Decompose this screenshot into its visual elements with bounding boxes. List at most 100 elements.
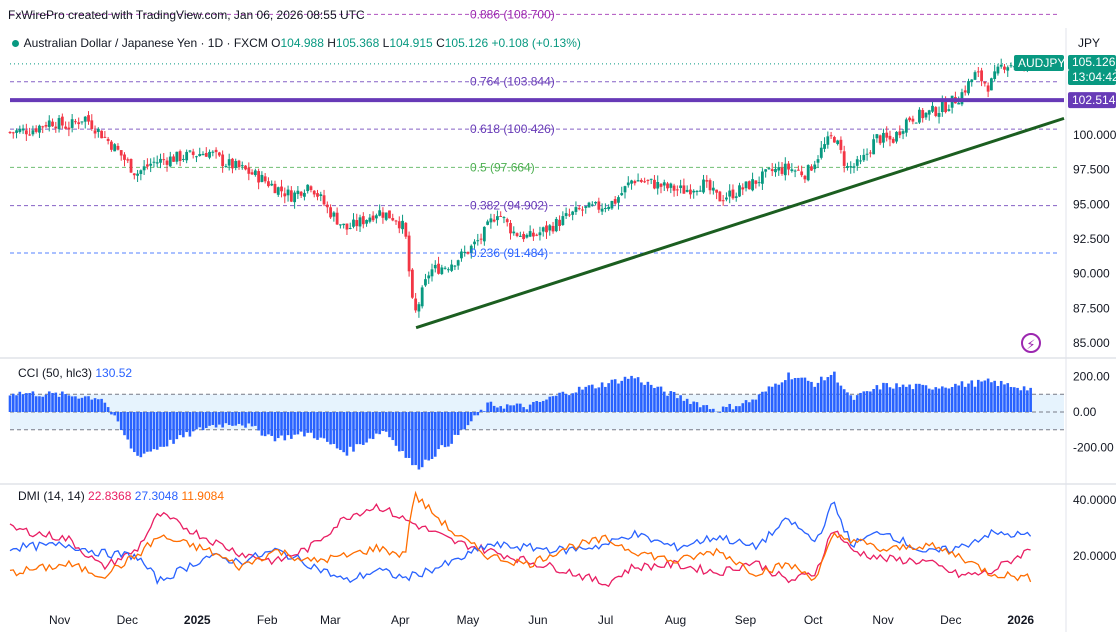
cci-bar bbox=[515, 403, 519, 412]
candle-body bbox=[594, 201, 597, 204]
cci-bar bbox=[882, 382, 885, 412]
candle-body bbox=[846, 166, 849, 168]
cci-bar bbox=[1006, 383, 1010, 412]
cci-bar bbox=[234, 412, 238, 426]
candle-body bbox=[1003, 66, 1006, 70]
cci-bar bbox=[584, 386, 588, 412]
candle-body bbox=[600, 208, 604, 212]
cci-bar bbox=[561, 391, 565, 412]
cci-bar bbox=[587, 385, 591, 412]
currency-label[interactable]: JPY bbox=[1078, 36, 1101, 50]
candle-body bbox=[695, 191, 699, 193]
cci-bar bbox=[551, 396, 555, 412]
candle-body bbox=[666, 183, 669, 189]
price-axis[interactable]: 100.000 97.500 95.000 92.500 90.000 87.500 85.… bbox=[1073, 128, 1116, 350]
candle-body bbox=[836, 140, 840, 145]
candle-body bbox=[489, 218, 493, 223]
candle-body bbox=[492, 219, 496, 222]
candle-body bbox=[816, 159, 820, 163]
candle-body bbox=[188, 150, 192, 152]
cci-bar bbox=[97, 399, 100, 412]
candle-body bbox=[757, 182, 761, 184]
candle-body bbox=[924, 112, 928, 118]
lightning-icon[interactable]: ⚡ bbox=[1021, 333, 1041, 353]
candle-body bbox=[217, 152, 221, 156]
cci-bar bbox=[496, 407, 499, 412]
cci-bar bbox=[751, 399, 754, 412]
cci-bar bbox=[970, 380, 974, 412]
candle-body bbox=[388, 210, 391, 219]
cci-bar bbox=[640, 382, 643, 412]
cci-bar bbox=[617, 383, 620, 412]
candle-body bbox=[918, 109, 921, 123]
cci-bar bbox=[626, 378, 630, 412]
cci-bar bbox=[188, 412, 192, 437]
cci-bar bbox=[918, 383, 921, 412]
candle-body bbox=[21, 128, 25, 131]
cci-bar bbox=[983, 380, 987, 412]
cci-bar bbox=[977, 379, 980, 412]
candle-body bbox=[865, 153, 869, 155]
cci-bar bbox=[365, 412, 368, 443]
time-tick: 2025 bbox=[184, 613, 211, 627]
cci-bar bbox=[440, 412, 444, 446]
cci-legend[interactable]: CCI (50, hlc3) 130.52 bbox=[18, 366, 132, 380]
candle-body bbox=[162, 159, 166, 161]
cci-bar bbox=[283, 412, 287, 441]
candle-body bbox=[270, 183, 274, 186]
cci-bar bbox=[689, 403, 692, 412]
price-tick: 97.500 bbox=[1073, 163, 1110, 177]
candle-body bbox=[967, 81, 970, 94]
cci-bar bbox=[852, 399, 856, 412]
symbol-name[interactable]: Australian Dollar / Japanese Yen bbox=[23, 36, 198, 50]
low-label: L bbox=[382, 36, 390, 50]
candle-body bbox=[126, 159, 130, 161]
symbol-tag: AUDJPY bbox=[1018, 56, 1065, 70]
candle-body bbox=[240, 165, 244, 167]
time-tick: Mar bbox=[320, 613, 341, 627]
candle-body bbox=[394, 220, 398, 222]
candle-body bbox=[358, 217, 362, 227]
candle-body bbox=[986, 85, 990, 92]
candle-body bbox=[787, 163, 790, 170]
cci-bar bbox=[100, 398, 103, 412]
candle-body bbox=[911, 118, 915, 122]
candle-body bbox=[734, 196, 738, 198]
candle-body bbox=[286, 189, 290, 196]
candle-body bbox=[11, 132, 15, 134]
time-axis[interactable]: Nov Dec 2025 Feb Mar Apr May Jun Jul Aug Sep Oct Nov… bbox=[49, 613, 1034, 627]
candle-body bbox=[675, 189, 679, 191]
cci-bar bbox=[846, 392, 849, 412]
candle-body bbox=[692, 190, 696, 193]
candle-body bbox=[535, 234, 539, 236]
dmi-legend[interactable]: DMI (14, 14) 22.8368 27.3048 11.9084 bbox=[18, 489, 224, 503]
candle-body bbox=[404, 222, 408, 237]
candle-body bbox=[214, 149, 218, 153]
interval[interactable]: 1D bbox=[207, 36, 224, 50]
legend-header[interactable]: Australian Dollar / Japanese Yen · 1D · … bbox=[12, 36, 581, 50]
cci-bar bbox=[702, 405, 705, 412]
cci-bar bbox=[250, 412, 254, 427]
exchange: FXCM bbox=[233, 36, 268, 50]
cci-bar bbox=[499, 406, 502, 412]
cci-tick: 0.00 bbox=[1073, 405, 1097, 419]
candle-body bbox=[842, 151, 846, 166]
cci-bar bbox=[1016, 387, 1019, 412]
candle-body bbox=[672, 185, 676, 191]
cci-bar bbox=[129, 412, 133, 449]
cci-bar bbox=[123, 412, 126, 436]
candle-body bbox=[195, 156, 198, 158]
cci-bar bbox=[927, 388, 931, 412]
cci-bar bbox=[447, 412, 450, 447]
cci-bar bbox=[865, 391, 869, 412]
candle-body bbox=[620, 193, 624, 196]
candle-body bbox=[993, 71, 997, 80]
candle-body bbox=[590, 204, 594, 206]
cci-bar bbox=[738, 406, 741, 412]
candle-body bbox=[204, 153, 208, 157]
trend-line[interactable] bbox=[415, 116, 1065, 330]
candle-body bbox=[250, 172, 254, 175]
candle-body bbox=[244, 165, 247, 170]
